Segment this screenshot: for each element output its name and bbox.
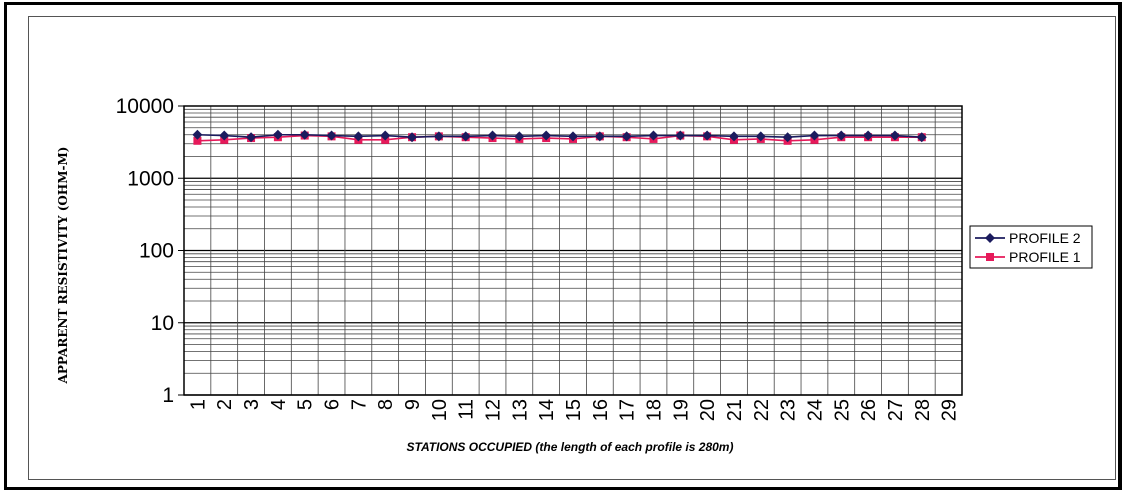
x-tick-label: 25: [831, 399, 853, 421]
x-tick-label: 2: [214, 399, 236, 410]
x-tick-label: 27: [885, 399, 907, 421]
x-tick-label: 18: [643, 399, 665, 421]
x-tick-label: 23: [778, 399, 800, 421]
x-tick-label: 19: [670, 399, 692, 421]
y-axis-ticks: 1 10 100 1000 10000: [116, 95, 184, 407]
y-tick-label: 1: [162, 384, 174, 407]
data-point: [836, 130, 847, 141]
data-point: [594, 131, 605, 142]
data-point: [728, 131, 739, 142]
data-point: [433, 131, 444, 142]
x-tick-label: 15: [563, 399, 585, 421]
series-line: [197, 134, 922, 142]
x-tick-label: 9: [402, 399, 424, 410]
x-tick-label: 13: [509, 399, 531, 421]
data-point: [192, 129, 203, 140]
data-point: [568, 131, 578, 142]
data-point: [863, 130, 874, 141]
x-axis-label: STATIONS OCCUPIED (the length of each pr…: [407, 440, 734, 454]
data-point: [299, 129, 310, 140]
data-point: [326, 130, 337, 141]
legend: PROFILE 2 PROFILE 1: [969, 225, 1093, 269]
x-axis-ticks: 1 2 3 4 5 6 7 8 9 10 11 12 13 14 15 16 17 18 19 20 21 22 23 24 2…: [187, 399, 960, 421]
chart-frame: [28, 16, 1116, 480]
data-point: [353, 131, 364, 142]
data-point: [407, 132, 418, 143]
data-point: [782, 132, 793, 143]
y-tick-label: 100: [139, 240, 174, 263]
y-axis-label: APPARENT RESISTIVITY (OHM-M): [56, 147, 70, 385]
data-point: [272, 129, 283, 140]
x-tick-label: 17: [617, 399, 639, 421]
data-point: [648, 130, 659, 141]
x-tick-label: 24: [804, 399, 826, 421]
x-tick-label: 4: [268, 399, 290, 410]
x-tick-label: 20: [697, 399, 719, 421]
data-point: [889, 130, 900, 141]
series-profile-2: [192, 129, 927, 143]
legend-label: PROFILE 1: [1009, 249, 1081, 265]
data-point: [219, 130, 230, 141]
y-tick-label: 10000: [116, 95, 174, 118]
legend-marker: [985, 233, 995, 243]
data-point: [675, 130, 686, 141]
x-tick-label: 6: [322, 399, 344, 410]
data-point: [514, 131, 525, 142]
x-tick-label: 5: [295, 399, 317, 410]
data-point: [460, 131, 471, 142]
legend-marker: [986, 253, 994, 261]
data-point: [755, 131, 766, 142]
x-tick-label: 22: [751, 399, 773, 421]
x-tick-label: 26: [858, 399, 880, 421]
data-point: [380, 130, 391, 141]
x-tick-label: 12: [483, 399, 505, 421]
data-point: [702, 130, 713, 141]
data-point: [916, 132, 927, 143]
x-tick-label: 16: [590, 399, 612, 421]
data-point: [621, 131, 632, 142]
page-border: [4, 2, 1122, 490]
data-point: [809, 130, 820, 141]
data-point: [246, 132, 257, 143]
data-point: [487, 130, 498, 141]
x-tick-label: 14: [536, 399, 558, 421]
x-tick-label: 8: [375, 399, 397, 410]
legend-label: PROFILE 2: [1009, 230, 1081, 246]
data-point: [541, 130, 552, 141]
y-tick-label: 1000: [127, 167, 174, 190]
x-tick-label: 11: [456, 399, 478, 420]
grid: [183, 106, 963, 396]
x-tick-label: 10: [429, 399, 451, 421]
x-tick-label: 29: [939, 399, 961, 421]
series-line: [197, 133, 922, 138]
data-point: [193, 136, 202, 145]
y-tick-label: 10: [151, 312, 174, 335]
x-tick-label: 28: [912, 399, 934, 421]
x-tick-label: 21: [724, 399, 746, 421]
x-tick-label: 7: [348, 399, 370, 410]
x-tick-label: 1: [187, 399, 209, 410]
series-layer: [192, 129, 927, 145]
x-tick-label: 3: [241, 399, 263, 410]
